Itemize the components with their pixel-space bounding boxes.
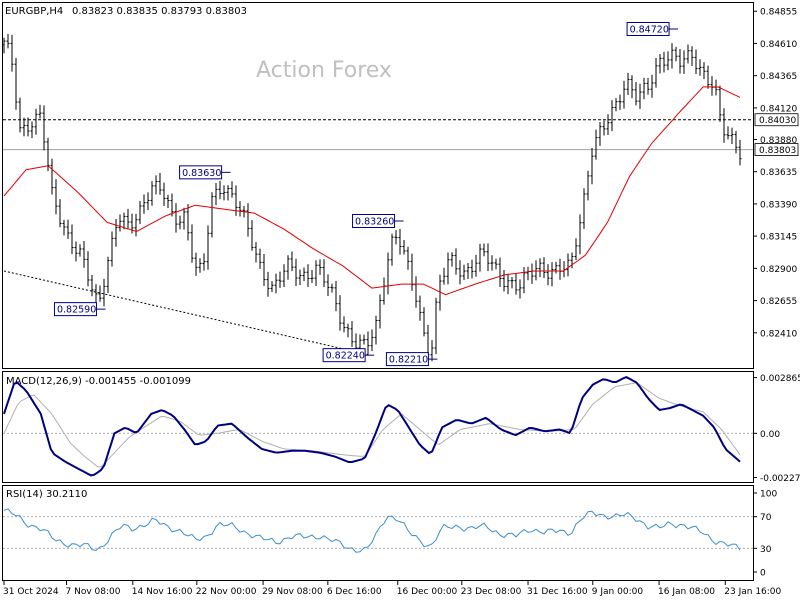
time-tick-label: 14 Nov 16:00: [132, 587, 193, 597]
price-tick-label: 0.82900: [760, 265, 797, 275]
macd-title: MACD(12,26,9) -0.001455 -0.001099: [6, 376, 191, 387]
trendline-segment: [3, 270, 371, 356]
time-tick-label: 7 Nov 08:00: [66, 587, 121, 597]
swing-label-box: [322, 348, 366, 363]
macd-signal-line: [3, 382, 741, 468]
rsi-tick-label: 0: [760, 569, 766, 579]
time-tick-label: 9 Jan 00:00: [592, 587, 644, 597]
moving-average-line: [3, 86, 741, 296]
moving-average-path: [3, 86, 741, 296]
price-tick-label: 0.83390: [760, 200, 797, 210]
swing-label-box: [385, 352, 429, 367]
swing-label-text: 0.83630: [182, 168, 221, 179]
rsi-series: [3, 508, 753, 553]
macd-tick-label: 0.002865: [760, 374, 800, 384]
dotted-trendline: [3, 270, 371, 356]
time-tick-label: 16 Dec 00:00: [397, 587, 458, 597]
macd-series: [3, 375, 753, 477]
swing-label-text: 0.82210: [389, 355, 428, 366]
rsi-line: [3, 508, 741, 553]
rsi-tick-label: 100: [760, 490, 777, 500]
price-axis: 0.84855 0.84610 0.84365 0.84120 0.83880 0.836…: [753, 8, 799, 339]
time-tick-label: 29 Nov 08:00: [262, 587, 323, 597]
rsi-tick-label: 30: [760, 545, 772, 555]
price-tick-label: 0.84365: [760, 72, 797, 82]
watermark-text: Action Forex: [256, 58, 392, 83]
price-tick-label: 0.84610: [760, 40, 797, 50]
time-tick-label: 23 Jan 16:00: [724, 587, 781, 597]
price-tick-label: 0.82655: [760, 297, 797, 307]
swing-label-text: 0.83260: [355, 217, 394, 228]
level-price-box: [754, 113, 799, 127]
time-tick-label: 6 Dec 16:00: [327, 587, 382, 597]
swing-label-box: [352, 214, 396, 229]
rsi-title: RSI(14) 30.2110: [6, 489, 87, 500]
time-tick-label: 22 Nov 00:00: [196, 587, 257, 597]
ohlc-label: 0.83823 0.83835 0.83793 0.83803: [72, 6, 247, 17]
price-tick-label: 0.83635: [760, 168, 797, 178]
price-tick-label: 0.84855: [760, 8, 797, 18]
price-level-lines: [3, 119, 753, 151]
price-tick-label: 0.82410: [760, 329, 797, 339]
swing-label-box: [179, 165, 223, 180]
rsi-axis: 100 70 30 0: [753, 490, 777, 579]
macd-tick-label: -0.002271: [760, 474, 800, 484]
symbol-label: EURGBP,H4: [5, 6, 63, 17]
price-tick-label: 0.83145: [760, 233, 797, 243]
price-tick-label: 0.84120: [760, 104, 797, 114]
level-price-label: 0.84030: [759, 116, 796, 126]
macd-main-line: [3, 375, 741, 477]
price-tick-label: 0.83880: [760, 136, 797, 146]
current-price-box: [754, 143, 799, 156]
time-tick-label: 31 Dec 16:00: [527, 587, 588, 597]
time-tick-label: 16 Jan 08:00: [658, 587, 715, 597]
rsi-pane-frame: [2, 485, 754, 581]
candlestick-series: [2, 33, 742, 363]
macd-axis: 0.002865 0.00 -0.002271: [753, 374, 800, 484]
swing-labels: 0.84720 0.83630 0.83260 0.82590 0.82240 0.822…: [53, 21, 679, 367]
current-price-label: 0.83803: [759, 146, 796, 156]
swing-label-box: [53, 302, 97, 317]
rsi-tick-label: 70: [760, 513, 772, 523]
swing-label-text: 0.84720: [630, 24, 669, 35]
time-tick-label: 31 Oct 2024: [3, 587, 59, 597]
swing-label-text: 0.82240: [326, 351, 365, 362]
time-axis: 31 Oct 2024 7 Nov 08:00 14 Nov 16:00 22 Nov…: [3, 581, 782, 597]
macd-pane-frame: [2, 371, 754, 483]
macd-tick-label: 0.00: [760, 430, 780, 440]
swing-label-box: [626, 21, 670, 36]
time-tick-label: 23 Dec 08:00: [461, 587, 522, 597]
swing-label-text: 0.82590: [57, 305, 96, 316]
price-pane-frame: [2, 2, 754, 369]
